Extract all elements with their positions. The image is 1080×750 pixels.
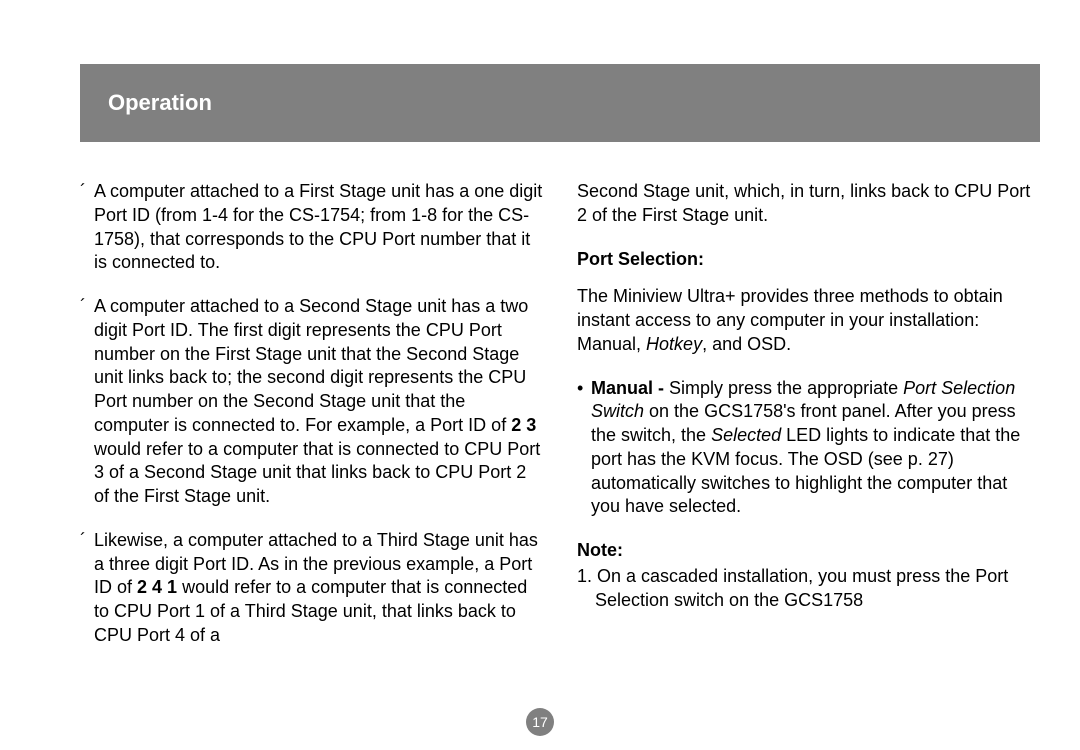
- body-content: ´ A computer attached to a First Stage u…: [80, 180, 1040, 714]
- manual-bullet: • Manual - Simply press the appropriate …: [577, 377, 1040, 520]
- text-run: , and OSD.: [702, 334, 791, 354]
- port-selection-heading: Port Selection:: [577, 248, 1040, 272]
- port-id-bold: 2 3: [511, 415, 536, 435]
- italic-selected: Selected: [711, 425, 781, 445]
- manual-label: Manual -: [591, 378, 669, 398]
- bullet-text: A computer attached to a Second Stage un…: [94, 295, 543, 509]
- text-run: Second Stage unit, which, in turn, links…: [577, 181, 1030, 225]
- page-number: 17: [532, 714, 548, 730]
- italic-hotkey: Hotkey: [646, 334, 702, 354]
- note-heading: Note:: [577, 539, 1040, 563]
- page-number-badge: 17: [526, 708, 554, 736]
- section-title: Operation: [108, 90, 212, 116]
- bullet-text: A computer attached to a First Stage uni…: [94, 180, 543, 275]
- bullet-glyph: ´: [80, 180, 94, 275]
- bullet-glyph: ´: [80, 295, 94, 509]
- port-id-bold: 2 4 1: [137, 577, 177, 597]
- bullet-text: Manual - Simply press the appropriate Po…: [591, 377, 1040, 520]
- note-item-1: 1. On a cascaded installation, you must …: [577, 565, 1040, 613]
- bullet-para-3: ´ Likewise, a computer attached to a Thi…: [80, 529, 543, 648]
- bullet-para-2: ´ A computer attached to a Second Stage …: [80, 295, 543, 509]
- bullet-glyph: ´: [80, 529, 94, 648]
- text-run: Simply press the appropriate: [669, 378, 903, 398]
- bullet-text: Likewise, a computer attached to a Third…: [94, 529, 543, 648]
- bullet-para-1: ´ A computer attached to a First Stage u…: [80, 180, 543, 275]
- text-run: A computer attached to a Second Stage un…: [94, 296, 528, 435]
- text-run: would refer to a computer that is connec…: [94, 439, 540, 507]
- continuation-para: Second Stage unit, which, in turn, links…: [577, 180, 1040, 228]
- text-run: 1. On a cascaded installation, you must …: [577, 566, 1008, 610]
- section-header: Operation: [80, 64, 1040, 142]
- dot-glyph: •: [577, 377, 591, 520]
- port-selection-intro: The Miniview Ultra+ provides three metho…: [577, 285, 1040, 356]
